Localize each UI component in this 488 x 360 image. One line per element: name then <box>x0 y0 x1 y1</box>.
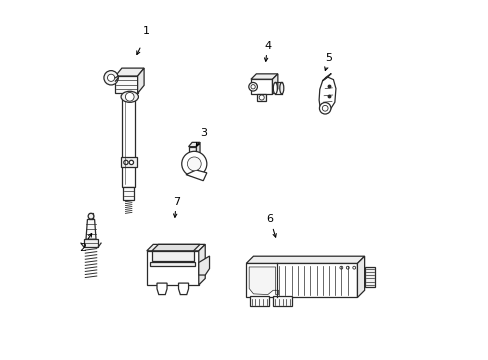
Polygon shape <box>115 76 137 93</box>
Text: 1: 1 <box>142 26 149 36</box>
Circle shape <box>88 213 94 219</box>
Text: 3: 3 <box>200 129 206 138</box>
Circle shape <box>319 103 330 114</box>
Bar <box>273 296 291 306</box>
Text: 7: 7 <box>172 197 180 207</box>
Bar <box>249 296 268 306</box>
Circle shape <box>248 82 257 91</box>
Polygon shape <box>322 73 330 81</box>
Polygon shape <box>178 283 188 294</box>
Polygon shape <box>137 68 144 93</box>
Circle shape <box>129 160 133 165</box>
Bar <box>89 213 93 220</box>
Polygon shape <box>185 170 206 181</box>
Circle shape <box>352 266 355 269</box>
Polygon shape <box>249 267 278 294</box>
Bar <box>364 267 375 287</box>
Polygon shape <box>250 79 272 94</box>
Bar <box>152 251 193 261</box>
Circle shape <box>123 160 128 165</box>
Circle shape <box>346 266 348 269</box>
Circle shape <box>250 85 255 89</box>
Ellipse shape <box>273 82 277 94</box>
Text: 6: 6 <box>265 215 272 224</box>
Polygon shape <box>152 244 200 251</box>
Ellipse shape <box>279 82 283 94</box>
Polygon shape <box>198 256 209 275</box>
Polygon shape <box>272 74 277 94</box>
Bar <box>121 157 136 167</box>
Bar <box>150 262 195 266</box>
Polygon shape <box>198 244 205 285</box>
Polygon shape <box>357 256 364 297</box>
Circle shape <box>107 74 115 81</box>
Circle shape <box>339 266 342 269</box>
Circle shape <box>322 105 327 111</box>
Ellipse shape <box>121 91 138 102</box>
Polygon shape <box>157 283 167 294</box>
Polygon shape <box>246 256 364 264</box>
Circle shape <box>125 93 134 101</box>
Text: 5: 5 <box>325 53 331 63</box>
Bar <box>257 94 265 101</box>
Polygon shape <box>115 68 144 76</box>
Polygon shape <box>188 142 200 147</box>
Polygon shape <box>319 77 335 110</box>
Bar <box>122 187 134 200</box>
Polygon shape <box>146 244 205 251</box>
Circle shape <box>259 95 264 100</box>
Polygon shape <box>196 142 200 157</box>
Circle shape <box>187 157 201 171</box>
Bar <box>122 98 135 187</box>
Circle shape <box>104 71 118 85</box>
Bar <box>83 239 98 247</box>
Polygon shape <box>86 220 96 239</box>
Bar <box>246 264 357 297</box>
Text: 4: 4 <box>264 41 271 50</box>
Text: 2: 2 <box>79 243 86 253</box>
Polygon shape <box>250 74 277 79</box>
Polygon shape <box>146 251 198 285</box>
Circle shape <box>182 151 206 176</box>
Bar <box>188 147 196 157</box>
